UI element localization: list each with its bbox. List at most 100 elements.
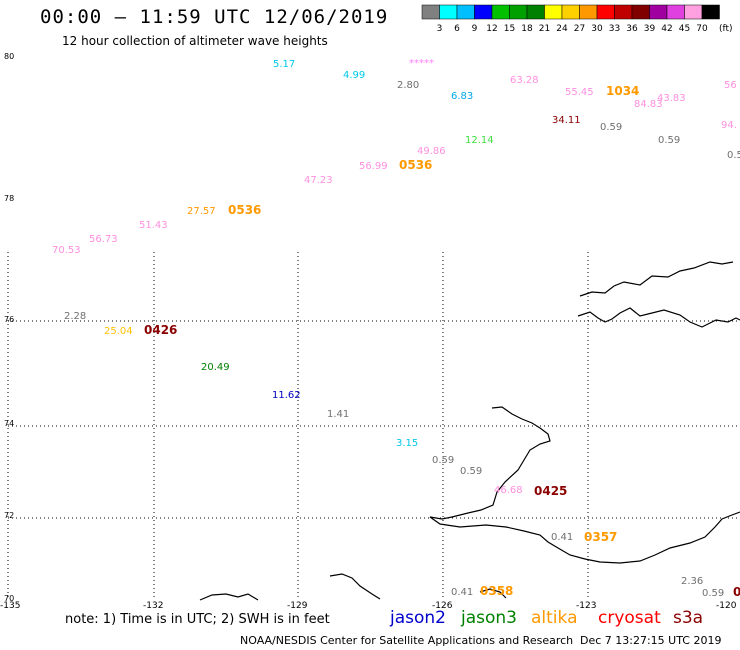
coastline-mainland — [429, 406, 740, 564]
legend-swatch — [561, 4, 580, 20]
legend-swatch — [614, 4, 633, 20]
legend-label: 70 — [696, 24, 708, 34]
legend-label: 15 — [504, 24, 515, 34]
observation-label: 0425 — [534, 484, 567, 498]
observation-label: 12.14 — [465, 135, 494, 146]
satellite-name: altika — [531, 608, 578, 628]
legend-label: 36 — [626, 24, 638, 34]
observation-label: 0357 — [584, 530, 617, 544]
legend-swatch — [491, 4, 510, 20]
observation-label: 55.45 — [565, 87, 594, 98]
observation-label: 0536 — [399, 158, 432, 172]
observation-label: 1.41 — [327, 409, 349, 420]
legend-swatch — [579, 4, 598, 20]
longitude-label: -123 — [576, 601, 597, 611]
observation-label: 2.28 — [64, 311, 86, 322]
legend-swatch — [596, 4, 615, 20]
satellite-name: jason2 — [390, 608, 446, 628]
observation-label: 1034 — [606, 84, 639, 98]
legend-swatch — [526, 4, 545, 20]
latitude-label: 76 — [4, 315, 15, 324]
legend-swatch — [631, 4, 650, 20]
footer-note: note: 1) Time is in UTC; 2) SWH is in fe… — [65, 612, 330, 627]
observation-label: 63.28 — [510, 75, 539, 86]
legend-swatch — [701, 4, 720, 20]
map-subtitle: 12 hour collection of altimeter wave hei… — [62, 34, 328, 48]
observation-label: 46.68 — [494, 485, 523, 496]
color-legend: 3 6 9 12 15 18 21 24 27 30 33 36 39 42 45 70 (ft) — [421, 4, 733, 34]
coastline — [199, 261, 740, 601]
legend-label: 42 — [661, 24, 672, 34]
observation-label: 84.83 — [634, 99, 663, 110]
latitude-label: 78 — [4, 194, 15, 203]
legend-label: 27 — [574, 24, 585, 34]
observation-label: 25.04 — [104, 326, 133, 337]
legend-label: 39 — [644, 24, 656, 34]
legend-swatch — [649, 4, 668, 20]
longitude-label: -126 — [432, 601, 453, 611]
legend-swatch — [666, 4, 685, 20]
observation-label: 0.41 — [451, 587, 473, 598]
legend-label: 12 — [486, 24, 497, 34]
credit-text: NOAA/NESDIS Center for Satellite Applica… — [240, 634, 574, 647]
observation-label: 0.59 — [432, 455, 454, 466]
coastline-banks-island — [577, 261, 740, 328]
legend-swatch — [456, 4, 475, 20]
legend-unit: (ft) — [719, 24, 733, 34]
observation-label: 2.80 — [397, 80, 419, 91]
observation-label: 47.23 — [304, 175, 333, 186]
legend-label: 3 — [437, 24, 443, 34]
observation-label: 0358 — [480, 584, 513, 598]
legend-label: 24 — [556, 24, 568, 34]
observation-label: 56.73 — [89, 234, 118, 245]
latitude-label: 80 — [4, 52, 15, 61]
observation-label: 0.59 — [702, 588, 724, 599]
legend-label: 45 — [679, 24, 690, 34]
observation-label: 27.57 — [187, 206, 216, 217]
satellite-name: jason3 — [461, 608, 517, 628]
legend-label: 18 — [521, 24, 533, 34]
legend-label: 30 — [591, 24, 603, 34]
observation-label: 0.41 — [551, 532, 573, 543]
observation-label: 11.62 — [272, 390, 301, 401]
satellite-name: s3a — [673, 608, 704, 628]
legend-swatch — [474, 4, 493, 20]
observation-label: 43.83 — [657, 93, 686, 104]
altimeter-observations: 5.17 4.99 ***** 2.80 6.83 63.28 55.45 103484.83… — [52, 58, 740, 599]
observation-label: 3.15 — [396, 438, 418, 449]
longitude-label: -132 — [143, 601, 164, 611]
legend-swatch — [439, 4, 458, 20]
observation-label: 0 — [733, 585, 740, 599]
coastline-south — [199, 573, 507, 601]
graticule — [7, 252, 740, 600]
observation-label: 0.5 — [727, 150, 740, 161]
credit-timestamp: Dec 7 13:27:15 UTC 2019 — [580, 634, 722, 647]
legend-label: 21 — [539, 24, 550, 34]
map-title: 00:00 – 11:59 UTC 12/06/2019 — [40, 6, 389, 28]
observation-label: 0426 — [144, 323, 177, 337]
longitude-label: -135 — [0, 601, 21, 611]
observation-label: 20.49 — [201, 362, 230, 373]
observation-label: 4.99 — [343, 70, 365, 81]
observation-label: 2.36 — [681, 576, 703, 587]
observation-label: 5.17 — [273, 59, 295, 70]
legend-swatch — [544, 4, 563, 20]
latitude-label: 70 — [4, 594, 15, 603]
legend-swatch — [421, 4, 440, 20]
observation-label: ***** — [409, 58, 434, 69]
legend-swatch — [684, 4, 703, 20]
latitude-label: 72 — [4, 511, 15, 520]
legend-label: 9 — [472, 24, 478, 34]
observation-label: 6.83 — [451, 91, 473, 102]
latitude-label: 74 — [4, 419, 15, 428]
observation-label: 49.86 — [417, 146, 446, 157]
longitude-label: -120 — [716, 601, 737, 611]
observation-label: 34.11 — [552, 115, 581, 126]
legend-label: 6 — [454, 24, 460, 34]
observation-label: 56.99 — [359, 161, 388, 172]
observation-label: 56 — [724, 80, 737, 91]
longitude-label: -129 — [287, 601, 308, 611]
satellite-name: cryosat — [598, 608, 661, 628]
legend-swatch — [509, 4, 528, 20]
